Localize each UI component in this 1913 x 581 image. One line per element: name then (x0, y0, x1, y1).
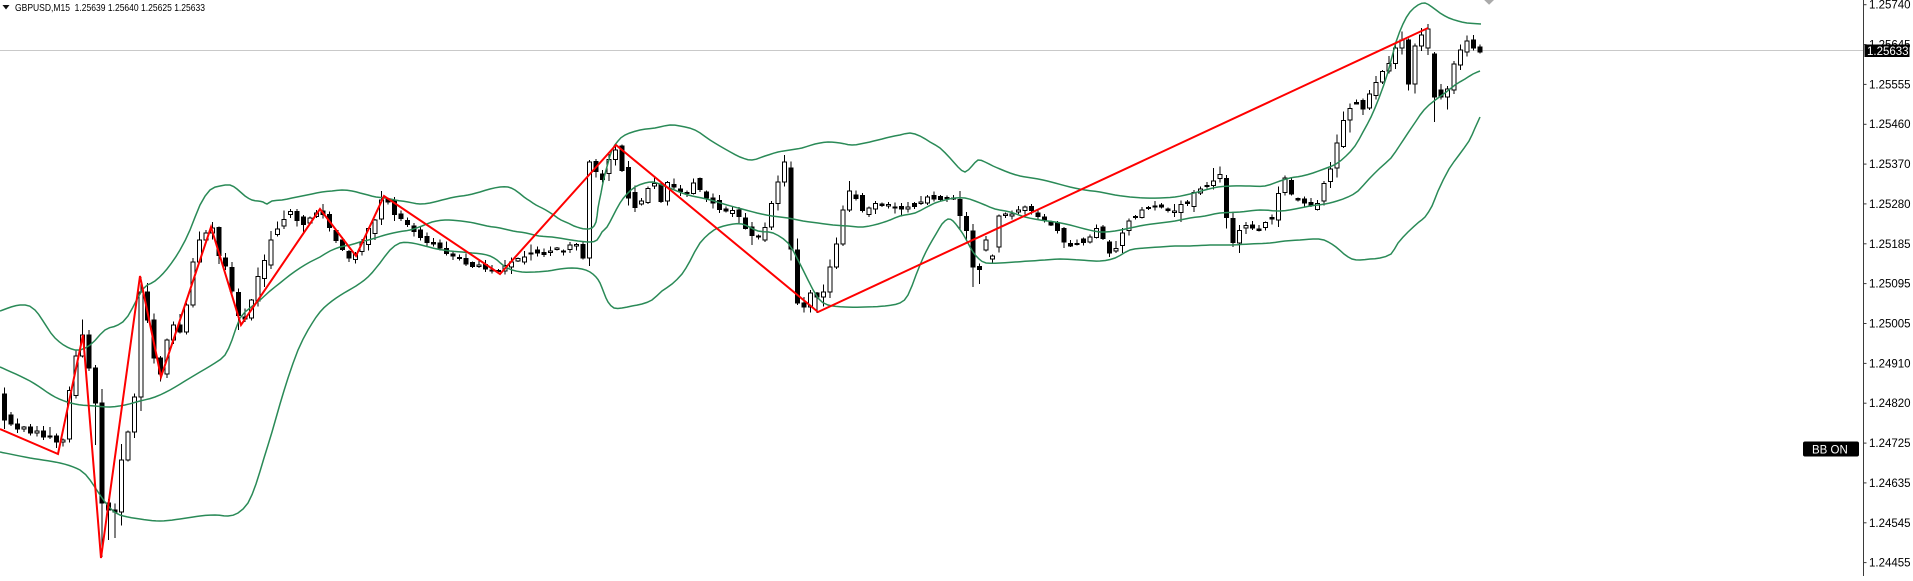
svg-text:BB ON: BB ON (1812, 445, 1848, 457)
svg-text:1.24635: 1.24635 (1869, 478, 1911, 490)
svg-text:GBPUSD,M15 1.25639 1.25640 1.: GBPUSD,M15 1.25639 1.25640 1.25625 1.256… (15, 2, 205, 14)
svg-text:1.25633: 1.25633 (1867, 46, 1909, 58)
svg-text:1.25095: 1.25095 (1869, 279, 1911, 291)
svg-text:1.25280: 1.25280 (1869, 199, 1911, 211)
svg-text:1.25555: 1.25555 (1869, 79, 1911, 91)
svg-text:1.25460: 1.25460 (1869, 119, 1911, 131)
svg-text:1.24820: 1.24820 (1869, 398, 1911, 410)
svg-text:1.24455: 1.24455 (1869, 558, 1911, 570)
svg-text:1.24725: 1.24725 (1869, 438, 1911, 450)
svg-text:1.25185: 1.25185 (1869, 239, 1911, 251)
svg-text:1.24910: 1.24910 (1869, 358, 1911, 370)
svg-text:1.24545: 1.24545 (1869, 518, 1911, 530)
svg-text:1.25370: 1.25370 (1869, 159, 1911, 171)
svg-text:1.25740: 1.25740 (1869, 0, 1911, 12)
svg-text:1.25005: 1.25005 (1869, 319, 1911, 331)
